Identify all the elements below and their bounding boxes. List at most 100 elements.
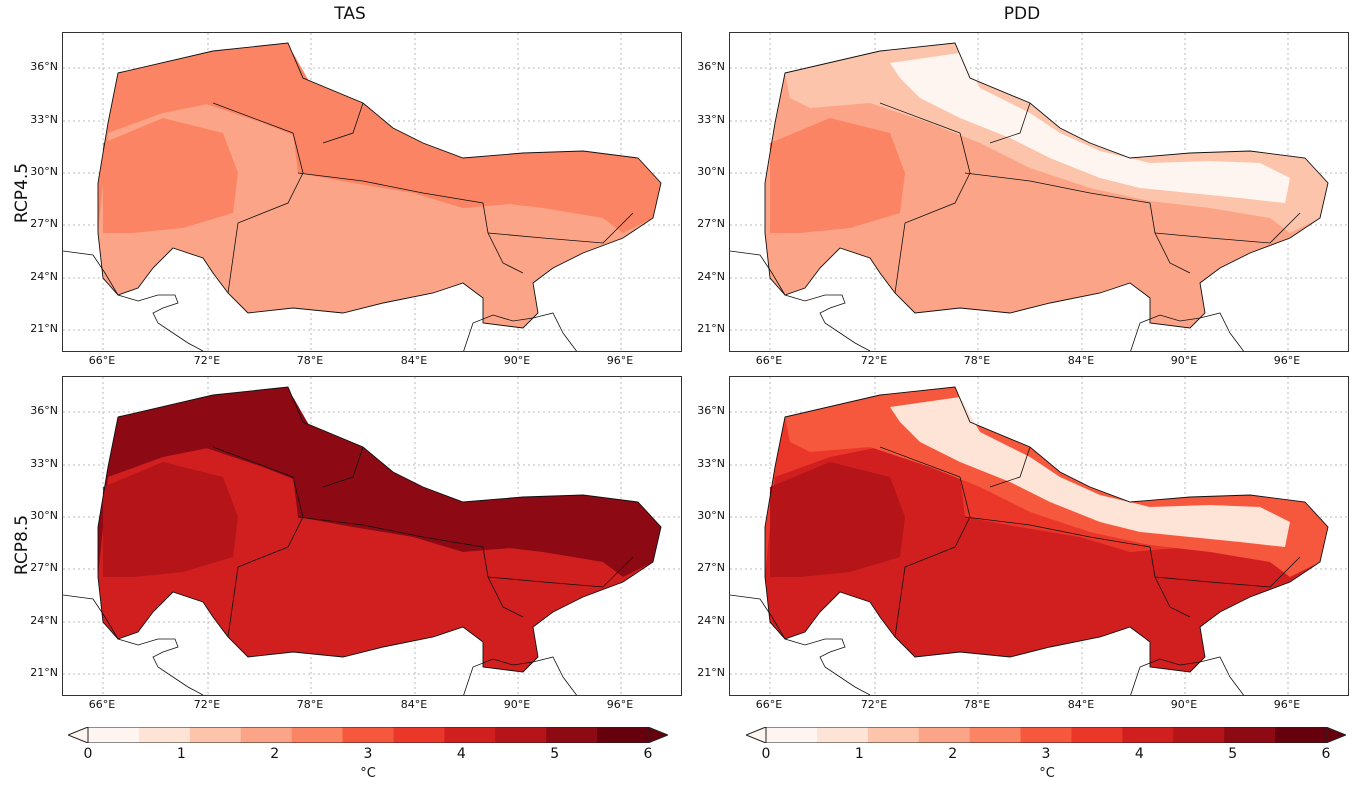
basin-boundary <box>989 102 1031 144</box>
lat-tick-label: 27°N <box>697 561 725 574</box>
basin-boundary <box>227 132 304 294</box>
colorbar-tick-label: 3 <box>363 746 373 762</box>
indus-fill <box>770 462 905 577</box>
colorbar-segment <box>444 727 496 743</box>
colorbar-tick-label: 5 <box>550 746 560 762</box>
colorbar-tick-label: 3 <box>1041 746 1051 762</box>
basin-boundary <box>212 446 294 478</box>
basin-boundary <box>964 172 1191 274</box>
basin-boundary <box>879 446 961 478</box>
coastline <box>730 250 871 351</box>
colorbar-segment <box>342 727 394 743</box>
colorbar-segment <box>867 727 920 743</box>
lon-tick-label: 78°E <box>296 698 324 711</box>
lon-tick-label: 90°E <box>503 698 531 711</box>
lon-tick-label: 90°E <box>503 354 531 367</box>
basin-boundary <box>322 446 364 488</box>
colorbar-tick-label: 1 <box>176 746 186 762</box>
lat-tick-label: 21°N <box>697 322 725 335</box>
colorbar-unit-right: °C <box>1039 766 1055 781</box>
region-boundary <box>97 42 662 329</box>
column-title-pdd: PDD <box>1003 4 1041 24</box>
plateau-fill <box>223 397 623 547</box>
lat-tick-label: 36°N <box>697 60 725 73</box>
basin-boundary <box>964 516 1191 618</box>
colorbar-tick-label: 2 <box>270 746 280 762</box>
lon-tick-label: 72°E <box>860 698 888 711</box>
region-boundary <box>764 386 1329 673</box>
colorbar-segment <box>88 727 140 743</box>
colorbar-segment <box>546 727 598 743</box>
basin-boundary <box>297 172 524 274</box>
lon-tick-label: 84°E <box>400 354 428 367</box>
lon-tick-label: 90°E <box>1170 698 1198 711</box>
lat-tick-label: 30°N <box>697 509 725 522</box>
map-panel-pdd-rcp85 <box>729 376 1349 696</box>
colorbar-segment <box>1122 727 1174 743</box>
colorbar-segment <box>969 727 1022 743</box>
plains-fill <box>98 447 653 672</box>
basin-boundary <box>487 556 634 588</box>
plateau-fill <box>223 53 623 203</box>
colorbar-segment <box>138 727 191 743</box>
basin-boundary <box>227 476 304 638</box>
colorbar-right <box>744 726 1348 744</box>
basin-boundary <box>879 102 961 134</box>
coastline <box>730 594 871 695</box>
lat-tick-label: 24°N <box>30 614 58 627</box>
basin-boundary <box>212 102 294 134</box>
coastline <box>463 656 577 695</box>
colorbar-svg <box>66 726 670 744</box>
coastline <box>63 594 204 695</box>
lat-tick-label: 30°N <box>697 165 725 178</box>
lat-tick-label: 33°N <box>697 457 725 470</box>
colorbar-segment <box>240 727 293 743</box>
colorbar-tick-label: 0 <box>83 746 93 762</box>
basin-boundary <box>1154 212 1301 244</box>
colorbar-extend-max <box>647 726 670 744</box>
lat-tick-label: 33°N <box>30 457 58 470</box>
colorbar-extend-min <box>744 726 767 744</box>
lat-tick-label: 36°N <box>30 404 58 417</box>
colorbar-segment <box>1020 727 1072 743</box>
colorbar-segment <box>189 727 242 743</box>
map-pdd-rcp85 <box>730 377 1348 695</box>
lon-tick-label: 96°E <box>1273 354 1301 367</box>
lon-tick-label: 72°E <box>193 698 221 711</box>
colorbar-segment <box>816 727 869 743</box>
colorbar-extend-min <box>66 726 89 744</box>
lat-tick-label: 30°N <box>30 509 58 522</box>
lon-tick-label: 96°E <box>606 698 634 711</box>
lon-tick-label: 84°E <box>400 698 428 711</box>
colorbar-segment <box>1275 727 1327 743</box>
basin-boundary <box>297 516 524 618</box>
lat-tick-label: 24°N <box>30 270 58 283</box>
plains-fill <box>765 447 1320 672</box>
indus-fill <box>103 118 238 233</box>
map-tas-rcp85 <box>63 377 681 695</box>
lon-tick-label: 66°E <box>755 698 783 711</box>
lat-tick-label: 21°N <box>30 666 58 679</box>
colorbar-tick-label: 5 <box>1228 746 1238 762</box>
map-panel-pdd-rcp45 <box>729 32 1349 352</box>
colorbar-tick-label: 1 <box>854 746 864 762</box>
colorbar-tick-label: 4 <box>1134 746 1144 762</box>
lon-tick-label: 78°E <box>963 354 991 367</box>
lon-tick-label: 72°E <box>193 354 221 367</box>
basin-boundary <box>322 102 364 144</box>
colorbar-segment <box>597 727 649 743</box>
lat-tick-label: 30°N <box>30 165 58 178</box>
coastline <box>63 250 204 351</box>
lat-tick-label: 27°N <box>697 217 725 230</box>
plateau-fill <box>890 397 1290 547</box>
indus-fill <box>103 462 238 577</box>
plains-fill <box>98 103 653 328</box>
colorbar-segment <box>1071 727 1123 743</box>
region-boundary <box>97 386 662 673</box>
map-pdd-rcp45 <box>730 33 1348 351</box>
colorbar-extend-max <box>1325 726 1348 744</box>
basin-boundary <box>1154 556 1301 588</box>
lat-tick-label: 21°N <box>697 666 725 679</box>
basin-boundary <box>487 212 634 244</box>
coastline <box>1130 656 1244 695</box>
